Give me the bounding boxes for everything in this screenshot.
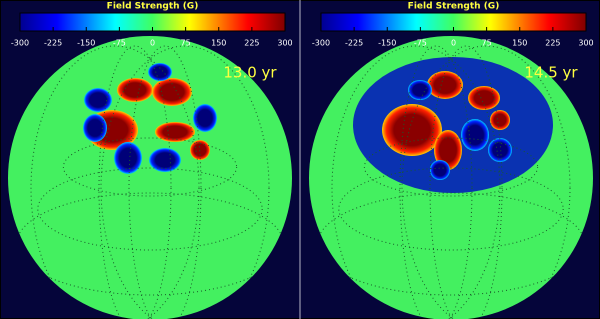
latitude-line <box>62 137 238 197</box>
surface-features <box>317 45 585 319</box>
positive-spot <box>190 140 210 160</box>
negative-spot <box>148 63 172 81</box>
negative-spot <box>114 142 142 174</box>
longitude-line <box>429 45 503 319</box>
longitude-line <box>399 45 473 319</box>
positive-spot <box>117 78 153 102</box>
negative-spot <box>149 148 181 172</box>
colorbar-title: Field Strength (G) <box>107 2 199 12</box>
negative-spot <box>461 119 489 151</box>
panel: Field Strength (G) -300 -225 -150 -75 0 75 150 2… <box>8 2 293 319</box>
positive-spot <box>155 122 195 142</box>
longitude-line <box>98 45 172 319</box>
colorbar-tick-label: 300 <box>578 39 593 48</box>
longitude-line <box>401 45 571 319</box>
colorbar-tick-label: -300 <box>11 39 29 48</box>
longitude-line <box>100 45 270 319</box>
colorbar-tick-label: 225 <box>244 39 259 48</box>
colorbar-title: Field Strength (G) <box>408 2 500 12</box>
sphere <box>8 36 292 319</box>
latitude-line <box>363 137 539 197</box>
latitude-line <box>338 167 564 251</box>
time-label: 13.0 yr <box>223 64 277 82</box>
colorbar-tick-label: -75 <box>414 39 427 48</box>
negative-spot <box>430 160 450 180</box>
colorbar-tick-label: 75 <box>482 39 492 48</box>
colorbar-tick-label: 300 <box>277 39 292 48</box>
longitude-line <box>128 45 202 319</box>
colorbar-tick-label: -150 <box>77 39 95 48</box>
colorbar-tick-label: 150 <box>512 39 527 48</box>
positive-spot <box>468 86 500 110</box>
negative-spot <box>488 138 512 162</box>
time-label: 14.5 yr <box>524 64 578 82</box>
colorbar-tick-label: -75 <box>113 39 126 48</box>
negative-spot <box>84 88 112 112</box>
colorbar-tick-label: 150 <box>211 39 226 48</box>
colorbar-tick-label: 225 <box>545 39 560 48</box>
positive-spot <box>152 78 192 106</box>
positive-spot <box>434 130 462 170</box>
colorbar-tick-label: 75 <box>181 39 191 48</box>
colorbar-tick-label: 0 <box>451 39 456 48</box>
longitude-line <box>30 45 200 319</box>
positive-spot <box>382 104 442 156</box>
negative-spot <box>408 80 432 100</box>
latitude-line <box>37 167 263 251</box>
panels: Field Strength (G) -300 -225 -150 -75 0 75 150 2… <box>8 2 594 319</box>
negative-spot <box>193 104 217 132</box>
negative-spot <box>83 114 107 142</box>
colorbar-tick-label: -225 <box>44 39 62 48</box>
colorbar-tick-label: -150 <box>378 39 396 48</box>
longitude-line <box>331 45 501 319</box>
positive-spot <box>427 71 463 99</box>
positive-spot <box>490 110 510 130</box>
colorbar-tick-label: -300 <box>312 39 330 48</box>
surface-features <box>16 45 284 319</box>
colorbar-tick-label: 0 <box>150 39 155 48</box>
colorbar-tick-label: -225 <box>345 39 363 48</box>
panel: Field Strength (G) -300 -225 -150 -75 0 75 150 2… <box>309 2 594 319</box>
